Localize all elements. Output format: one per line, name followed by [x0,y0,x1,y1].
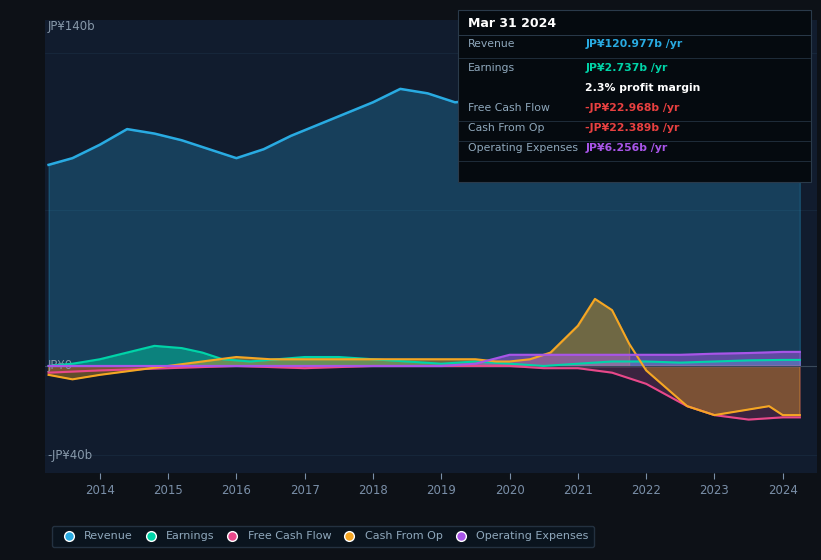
Legend: Revenue, Earnings, Free Cash Flow, Cash From Op, Operating Expenses: Revenue, Earnings, Free Cash Flow, Cash … [52,526,594,547]
Text: JP¥6.256b /yr: JP¥6.256b /yr [585,143,667,153]
Text: JP¥2.737b /yr: JP¥2.737b /yr [585,63,667,73]
Text: Earnings: Earnings [468,63,515,73]
Text: Revenue: Revenue [468,39,516,49]
Text: -JP¥22.968b /yr: -JP¥22.968b /yr [585,102,680,113]
Text: -JP¥22.389b /yr: -JP¥22.389b /yr [585,123,680,133]
Text: Free Cash Flow: Free Cash Flow [468,102,550,113]
Text: JP¥140b: JP¥140b [48,20,95,32]
Text: Operating Expenses: Operating Expenses [468,143,578,153]
Text: 2.3% profit margin: 2.3% profit margin [585,83,701,93]
Text: Mar 31 2024: Mar 31 2024 [468,17,556,30]
Text: JP¥120.977b /yr: JP¥120.977b /yr [585,39,682,49]
Text: Cash From Op: Cash From Op [468,123,544,133]
Text: JP¥0: JP¥0 [48,360,72,372]
Text: -JP¥40b: -JP¥40b [48,449,93,462]
